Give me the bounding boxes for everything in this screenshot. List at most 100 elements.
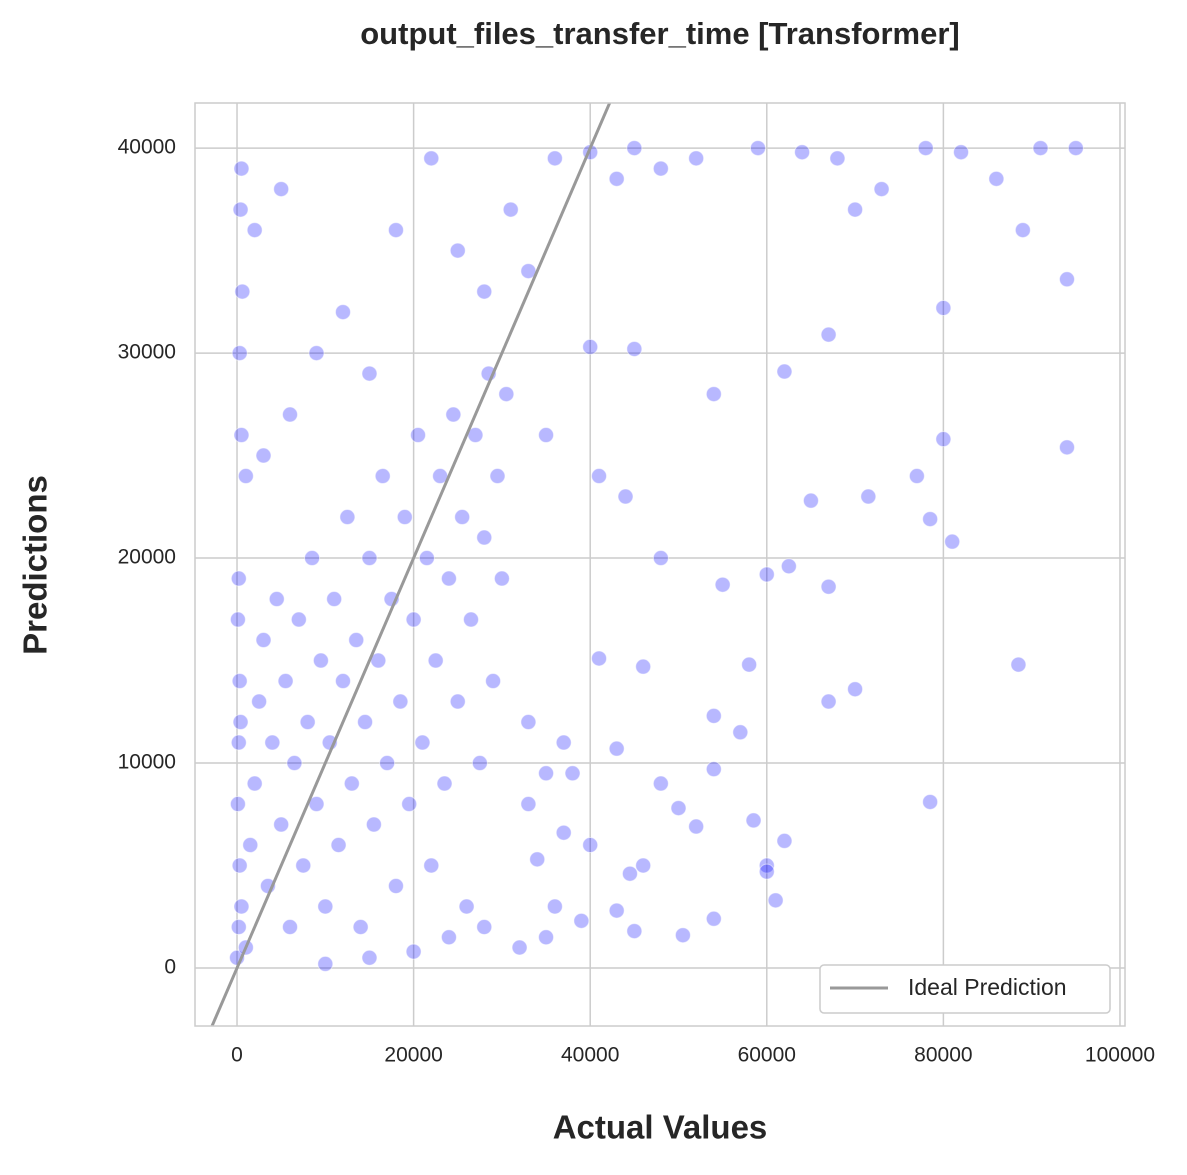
point [953, 144, 970, 161]
point [944, 533, 961, 550]
point [546, 898, 563, 915]
y-tick-label: 40000 [118, 136, 176, 159]
point [379, 755, 396, 772]
legend: Ideal Prediction [819, 964, 1111, 1014]
x-axis-label: Actual Values [553, 1109, 768, 1146]
point [229, 611, 246, 628]
point [780, 558, 797, 575]
point [485, 673, 502, 690]
point [237, 468, 254, 485]
point [489, 468, 506, 485]
point [776, 363, 793, 380]
point [423, 150, 440, 167]
point [230, 734, 247, 751]
point [767, 892, 784, 909]
point [705, 761, 722, 778]
point [255, 447, 272, 464]
point [758, 863, 775, 880]
y-tick-label: 20000 [118, 546, 176, 569]
point [688, 150, 705, 167]
point [674, 927, 691, 944]
point [365, 816, 382, 833]
point [286, 755, 303, 772]
point [705, 707, 722, 724]
point [608, 902, 625, 919]
point [776, 832, 793, 849]
legend-label: Ideal Prediction [908, 974, 1067, 1000]
point [922, 511, 939, 528]
point [529, 851, 546, 868]
point [230, 918, 247, 935]
point [705, 386, 722, 403]
point [229, 796, 246, 813]
point [1032, 140, 1049, 157]
point [232, 714, 249, 731]
point [352, 918, 369, 935]
point [520, 796, 537, 813]
point [449, 242, 466, 259]
y-axis-label: Predictions [17, 475, 54, 655]
point [418, 550, 435, 567]
point [361, 550, 378, 567]
point [273, 181, 290, 198]
point [273, 816, 290, 833]
point [493, 570, 510, 587]
point [290, 611, 307, 628]
point [277, 673, 294, 690]
point [463, 611, 480, 628]
point [317, 898, 334, 915]
point [308, 345, 325, 362]
point [454, 509, 471, 526]
point [445, 406, 462, 423]
point [339, 509, 356, 526]
point [635, 857, 652, 874]
point [820, 326, 837, 343]
point [626, 140, 643, 157]
point [555, 824, 572, 841]
point [410, 427, 427, 444]
point [538, 929, 555, 946]
point [573, 912, 590, 929]
point [282, 918, 299, 935]
point [317, 955, 334, 972]
point [268, 591, 285, 608]
point [230, 570, 247, 587]
point [334, 304, 351, 321]
point [714, 576, 731, 593]
point [387, 222, 404, 239]
point [652, 775, 669, 792]
point [741, 656, 758, 673]
point [582, 338, 599, 355]
point [591, 650, 608, 667]
point [617, 488, 634, 505]
point [374, 468, 391, 485]
point [670, 800, 687, 817]
point [591, 468, 608, 485]
grid [195, 103, 1125, 1026]
point [621, 865, 638, 882]
plot-frame [194, 102, 1126, 1027]
point [423, 857, 440, 874]
point [231, 673, 248, 690]
point [330, 837, 347, 854]
point [449, 693, 466, 710]
x-tick-label: 100000 [1085, 1044, 1155, 1067]
x-tick-label: 20000 [384, 1044, 442, 1067]
point [242, 837, 259, 854]
point [935, 299, 952, 316]
point [511, 939, 528, 956]
point [582, 837, 599, 854]
point [233, 427, 250, 444]
point [820, 693, 837, 710]
point [295, 857, 312, 874]
point [476, 283, 493, 300]
point [608, 170, 625, 187]
point [361, 949, 378, 966]
point [908, 468, 925, 485]
point [520, 714, 537, 731]
points [229, 140, 1084, 972]
point [231, 345, 248, 362]
point [476, 529, 493, 546]
point [546, 150, 563, 167]
point [538, 765, 555, 782]
